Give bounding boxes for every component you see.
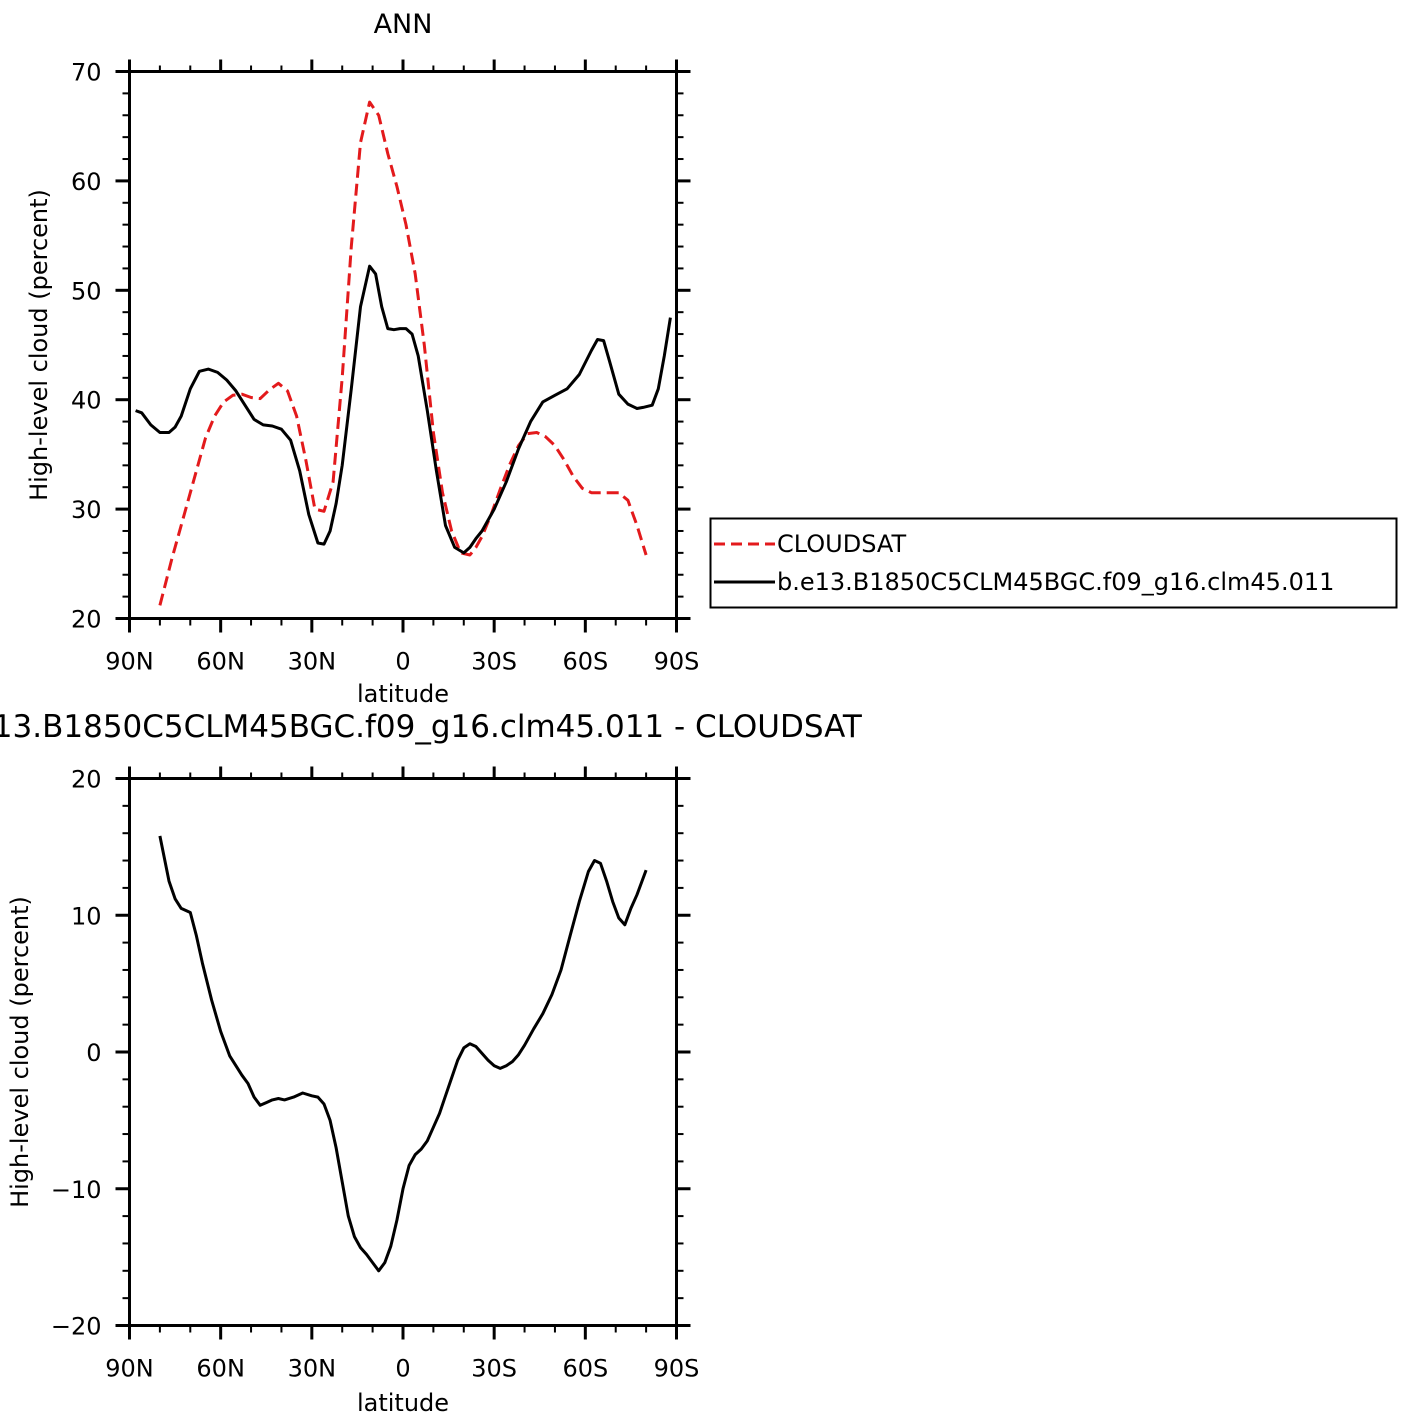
y-tick-label: 20 bbox=[71, 766, 102, 794]
series-lines bbox=[158, 835, 648, 1273]
series-line-model bbox=[135, 264, 672, 555]
chart-title: ANN bbox=[374, 9, 433, 40]
x-tick-labels: 90N 60N 30N 0 30S 60S 90S bbox=[105, 1355, 699, 1383]
y-tick-label: 20 bbox=[71, 606, 102, 634]
chart-panel-annual: ANN 90N 60N 30N 0 30S 60S 90S 20 30 40 50 60 70 lat… bbox=[25, 9, 1398, 708]
x-axis-label: latitude bbox=[357, 1389, 449, 1417]
x-tick-label: 60N bbox=[196, 1355, 245, 1383]
y-tick-label: 30 bbox=[71, 496, 102, 524]
y-tick-label: 40 bbox=[71, 387, 102, 415]
y-tick-labels: −20 −10 0 10 20 bbox=[51, 766, 102, 1341]
chart-panel-difference: b.e13.B1850C5CLM45BGC.f09_g16.clm45.011 … bbox=[0, 709, 863, 1417]
legend-label-model: b.e13.B1850C5CLM45BGC.f09_g16.clm45.011 bbox=[777, 568, 1334, 596]
y-tick-label: −20 bbox=[51, 1313, 102, 1341]
y-axis-label: High-level cloud (percent) bbox=[25, 189, 53, 501]
legend: CLOUDSAT b.e13.B1850C5CLM45BGC.f09_g16.c… bbox=[709, 517, 1398, 609]
x-tick-label: 90S bbox=[654, 648, 700, 676]
axis-ticks bbox=[115, 766, 691, 1340]
series-lines bbox=[135, 100, 672, 606]
legend-box bbox=[709, 517, 1398, 609]
y-tick-label: 60 bbox=[71, 168, 102, 196]
y-tick-label: 70 bbox=[71, 59, 102, 87]
y-tick-labels: 20 30 40 50 60 70 bbox=[71, 59, 102, 634]
x-tick-label: 90N bbox=[105, 648, 154, 676]
x-axis-label: latitude bbox=[357, 680, 449, 708]
axis-ticks bbox=[115, 59, 691, 633]
x-tick-label: 0 bbox=[395, 1355, 410, 1383]
x-tick-label: 90S bbox=[654, 1355, 700, 1383]
y-tick-label: 50 bbox=[71, 277, 102, 305]
x-tick-label: 90N bbox=[105, 1355, 154, 1383]
x-tick-label: 30N bbox=[288, 648, 337, 676]
series-line-cloudsat bbox=[158, 100, 648, 606]
x-tick-label: 60S bbox=[562, 1355, 608, 1383]
x-tick-label: 30S bbox=[471, 648, 517, 676]
legend-label-cloudsat: CLOUDSAT bbox=[777, 530, 906, 558]
x-tick-label: 0 bbox=[395, 648, 410, 676]
x-tick-label: 60S bbox=[562, 648, 608, 676]
y-tick-label: −10 bbox=[51, 1176, 102, 1204]
x-tick-labels: 90N 60N 30N 0 30S 60S 90S bbox=[105, 648, 699, 676]
y-axis-label: High-level cloud (percent) bbox=[6, 896, 34, 1208]
x-tick-label: 60N bbox=[196, 648, 245, 676]
chart-title: b.e13.B1850C5CLM45BGC.f09_g16.clm45.011 … bbox=[0, 709, 863, 745]
y-tick-label: 10 bbox=[71, 902, 102, 930]
series-line-difference bbox=[158, 835, 648, 1273]
x-tick-label: 30N bbox=[288, 1355, 337, 1383]
x-tick-label: 30S bbox=[471, 1355, 517, 1383]
y-tick-label: 0 bbox=[86, 1039, 101, 1067]
